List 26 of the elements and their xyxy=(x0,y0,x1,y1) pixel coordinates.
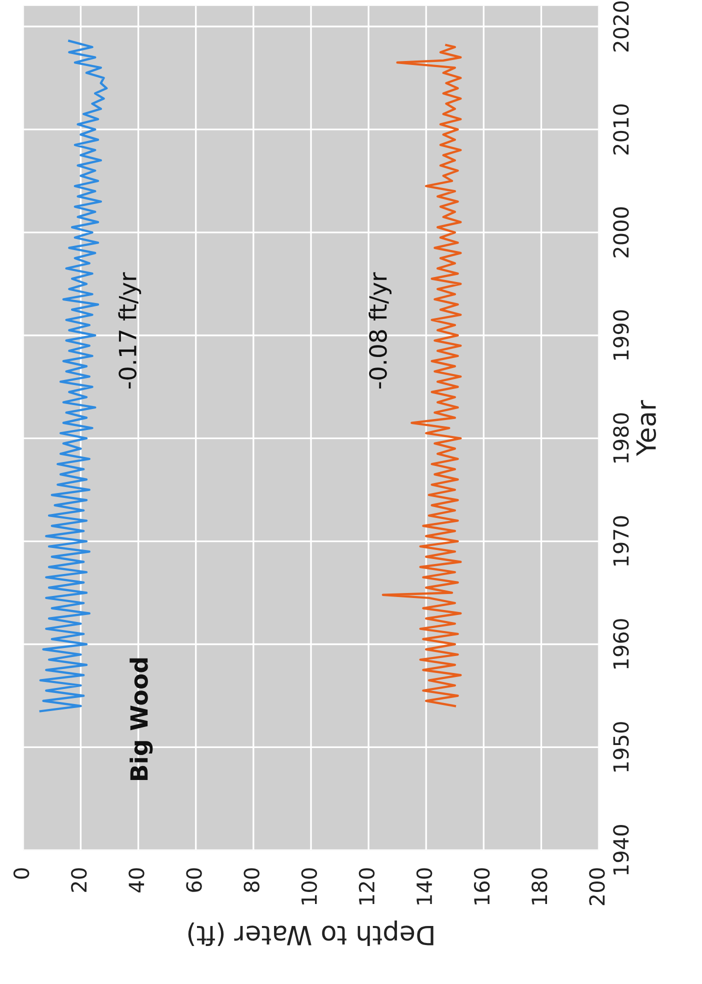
x-tick-label: 40 xyxy=(128,868,144,892)
x-tick-label: 180 xyxy=(532,868,548,904)
y-tick-label: 2000 xyxy=(613,207,629,258)
x-tick-label: 160 xyxy=(474,868,490,904)
x-tick-label: 140 xyxy=(416,868,432,904)
x-tick-label: 100 xyxy=(301,868,318,904)
x-axis-title: Depth to Water (ft) xyxy=(188,920,434,946)
y-tick-label: 2020 xyxy=(613,1,629,52)
line-series xyxy=(39,40,108,712)
y-tick-label: 1970 xyxy=(613,516,629,566)
annotation: Big Wood xyxy=(130,658,153,780)
x-tick-label: 20 xyxy=(71,868,87,892)
y-tick-label: 1960 xyxy=(613,619,629,668)
y-tick-label: 1950 xyxy=(613,722,629,772)
annotation: -0.17 ft/yr xyxy=(118,272,142,388)
x-tick-label: 60 xyxy=(186,868,202,892)
y-axis-title: Year xyxy=(636,400,656,456)
x-tick-label: 200 xyxy=(589,868,605,906)
y-tick-label: 1980 xyxy=(613,413,629,463)
x-tick-label: 120 xyxy=(358,868,375,904)
y-tick-label: 1940 xyxy=(613,825,629,874)
x-tick-label: 0 xyxy=(13,868,30,879)
y-tick-label: 1990 xyxy=(613,310,629,360)
y-tick-label: 2010 xyxy=(613,104,629,154)
annotation: -0.08 ft/yr xyxy=(368,272,392,388)
x-tick-label: 80 xyxy=(244,868,260,892)
